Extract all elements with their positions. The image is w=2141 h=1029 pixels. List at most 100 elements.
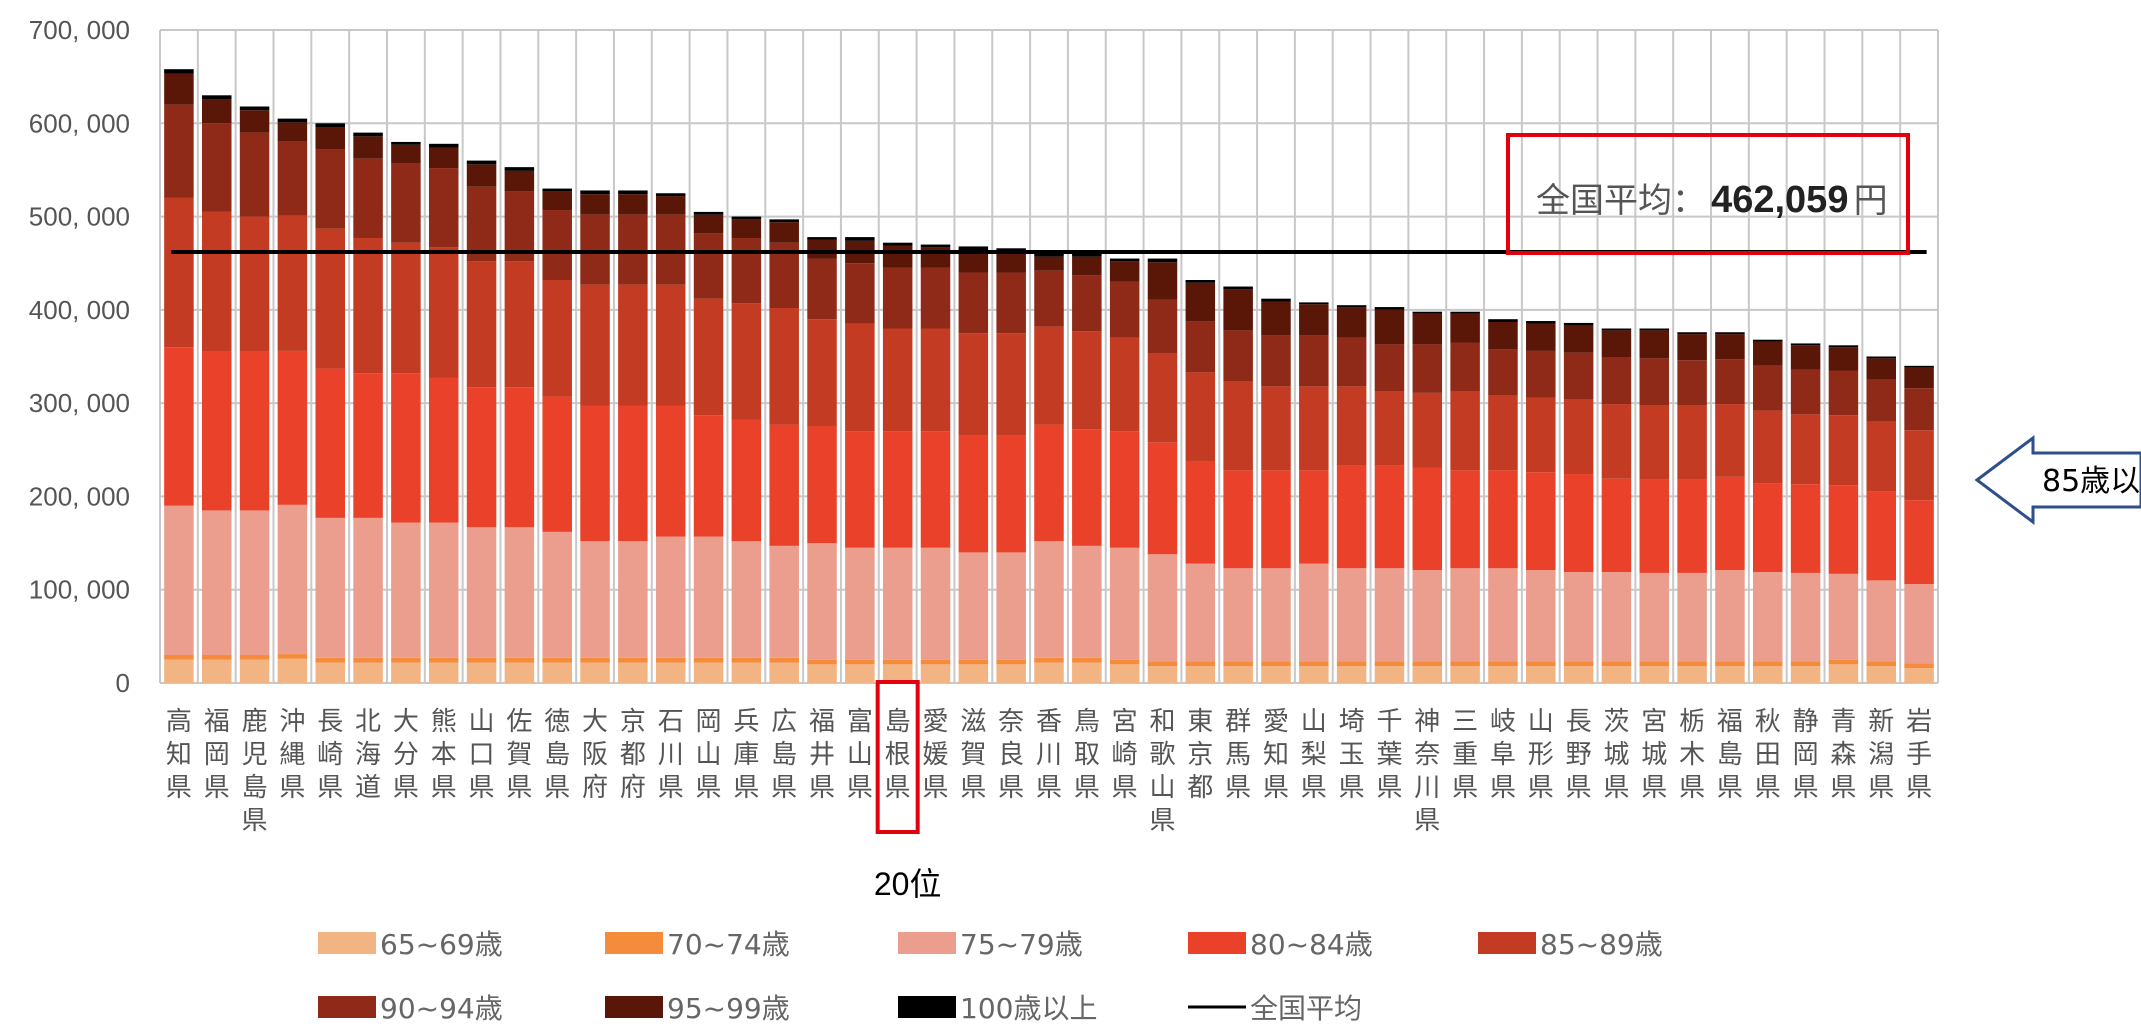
x-tick-label: 和 <box>1149 707 1175 737</box>
bar-segment <box>1223 381 1253 471</box>
y-tick-label: 600, 000 <box>29 108 130 138</box>
bar-segment <box>1223 470 1253 569</box>
x-tick-label: 県 <box>1641 773 1667 803</box>
bar-segment <box>618 541 648 658</box>
bar-segment <box>239 216 270 352</box>
y-tick-label: 500, 000 <box>29 202 130 232</box>
bar-segment <box>769 424 799 546</box>
bar-segment <box>1412 344 1443 393</box>
x-tick-label: 青 <box>1830 707 1856 737</box>
x-tick-label: 野 <box>1566 740 1592 770</box>
bar-segment <box>1223 661 1253 667</box>
x-tick-label: 阜 <box>1490 740 1516 770</box>
x-tick-label: 県 <box>204 773 230 803</box>
bar-segment <box>428 377 459 523</box>
bar-segment <box>1601 478 1632 572</box>
legend-label: 85~89歳 <box>1540 928 1663 961</box>
bar-segment <box>1109 337 1140 432</box>
x-tick-label: 県 <box>733 773 759 803</box>
bar-segment <box>1147 353 1178 443</box>
bar-segment <box>391 522 421 658</box>
x-tick-label: 宮 <box>1641 707 1667 737</box>
bar-segment <box>466 186 497 262</box>
bar-segment <box>1526 323 1556 351</box>
bar-segment <box>1828 485 1859 574</box>
bar-segment <box>353 373 383 518</box>
x-tick-label: 徳 <box>544 707 570 737</box>
bar-segment <box>164 104 194 198</box>
bar-segment <box>1223 666 1253 683</box>
x-tick-label: 兵 <box>733 707 759 737</box>
bar-segment <box>1336 386 1367 466</box>
bar-segment <box>1185 661 1216 667</box>
bar-segment <box>731 541 762 658</box>
bar-segment <box>1072 662 1102 683</box>
bar-segment <box>845 431 875 548</box>
bar-segment <box>1223 568 1253 662</box>
bar-segment <box>277 141 308 216</box>
bar-segment <box>1450 313 1480 343</box>
bar-segment <box>277 654 308 659</box>
bar-segment <box>1488 395 1518 471</box>
legend-label: 80~84歳 <box>1250 928 1373 961</box>
bar-segment <box>618 662 648 683</box>
bar-segment <box>1336 305 1367 308</box>
x-tick-label: 茨 <box>1603 707 1629 737</box>
bar-segment <box>958 250 989 273</box>
x-tick-label: 県 <box>242 806 268 836</box>
bar-segment <box>466 387 497 528</box>
bar-segment <box>655 536 686 658</box>
x-tick-label: 県 <box>431 773 457 803</box>
bar-segment <box>239 659 270 683</box>
bar-segment <box>1147 299 1178 354</box>
bar-segment <box>1904 367 1934 389</box>
bar-segment <box>996 552 1026 660</box>
average-value: 462,059 <box>1711 179 1848 221</box>
bar-segment <box>1904 663 1934 669</box>
bar-segment <box>618 284 648 406</box>
bar-segment <box>731 303 762 420</box>
x-tick-label: 県 <box>279 773 305 803</box>
bar-segment <box>655 657 686 663</box>
legend-swatch <box>898 932 956 954</box>
bar-segment <box>1904 365 1934 368</box>
x-tick-label: 熊 <box>431 707 457 737</box>
bar-segment <box>1034 657 1064 663</box>
x-tick-label: 石 <box>658 707 684 737</box>
x-tick-label: 県 <box>469 773 495 803</box>
bar-segment <box>1526 397 1556 473</box>
bar-segment <box>542 280 572 397</box>
bar-segment <box>277 504 308 655</box>
bar-segment <box>1753 365 1783 411</box>
bar-segment <box>504 191 535 262</box>
bar-segment <box>1677 405 1707 480</box>
bar-segment <box>353 132 383 137</box>
bar-segment <box>1563 666 1594 683</box>
x-tick-label: 賀 <box>506 740 532 770</box>
bar-segment <box>201 123 232 212</box>
bar-segment <box>1336 661 1367 667</box>
bar-segment <box>1034 326 1064 425</box>
x-tick-label: 福 <box>809 707 835 737</box>
x-tick-label: 県 <box>1036 773 1062 803</box>
bar-segment <box>277 350 308 505</box>
bar-segment <box>807 543 837 660</box>
x-tick-label: 県 <box>1149 806 1175 836</box>
bar-segment <box>201 99 232 124</box>
bar-segment <box>807 258 837 320</box>
bar-segment <box>466 164 497 187</box>
bar-segment <box>1450 342 1480 392</box>
bar-segment <box>1374 661 1405 667</box>
bar-segment <box>1261 301 1291 336</box>
bar-segment <box>769 222 799 243</box>
bar-segment <box>769 657 799 663</box>
x-tick-label: 三 <box>1452 707 1478 737</box>
bar-segment <box>1261 386 1291 471</box>
bar-segment <box>1639 358 1670 406</box>
bar-segment <box>1866 421 1897 492</box>
bar-segment <box>428 168 459 248</box>
bar-segment <box>1715 476 1745 571</box>
x-tick-label: 県 <box>998 773 1024 803</box>
x-tick-label: 長 <box>1566 707 1592 737</box>
